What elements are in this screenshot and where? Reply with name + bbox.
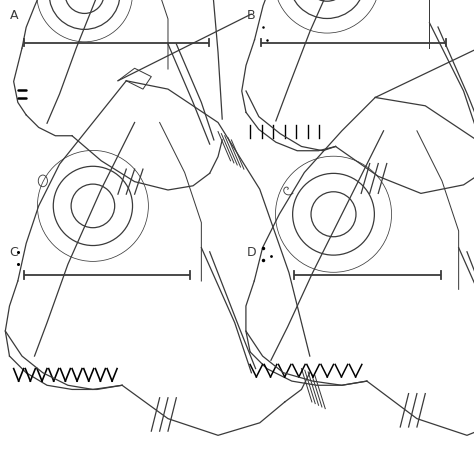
- Text: D: D: [246, 246, 256, 259]
- Text: A: A: [9, 9, 18, 22]
- Text: B: B: [246, 9, 255, 22]
- Text: C: C: [9, 246, 18, 259]
